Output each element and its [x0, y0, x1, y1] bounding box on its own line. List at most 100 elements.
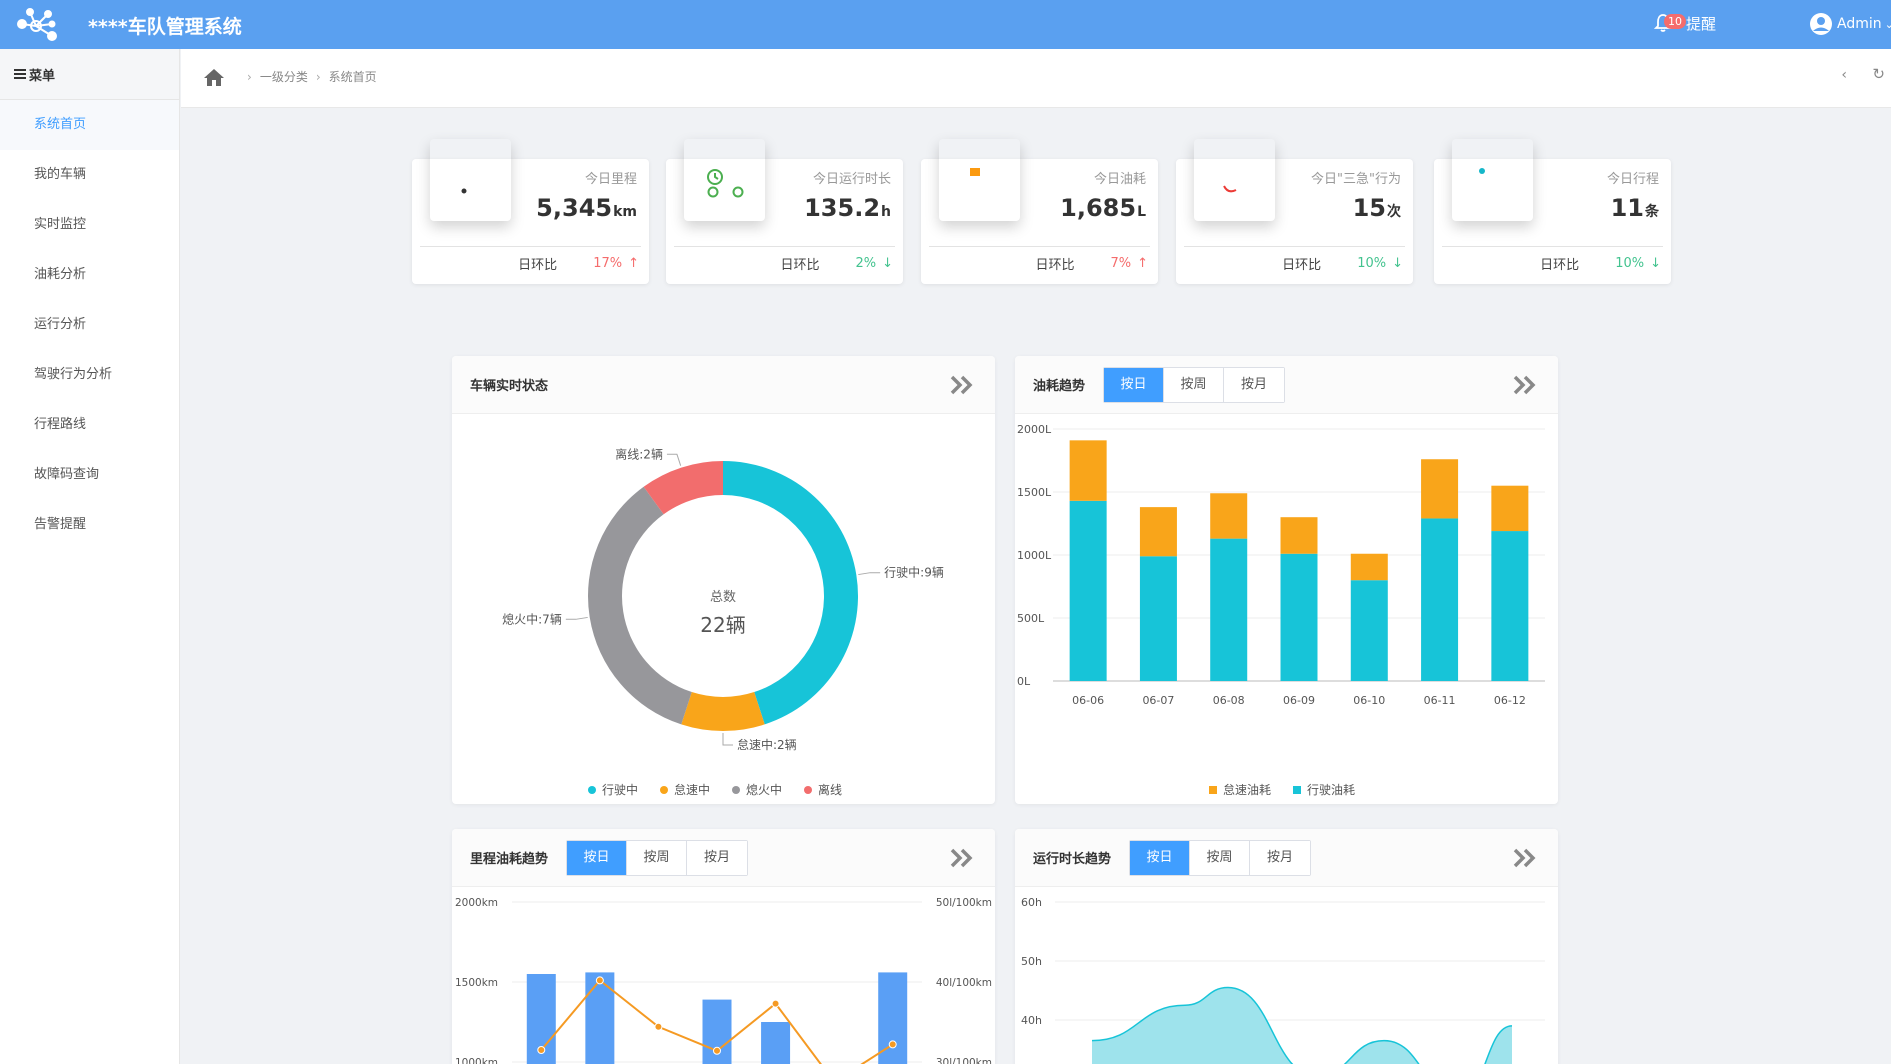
home-icon[interactable] [203, 68, 225, 87]
donut-legend: 行驶中 怠速中 熄火中 离线 [588, 781, 842, 798]
breadcrumb-item[interactable]: 一级分类 [259, 70, 308, 84]
fuel-trend-chart: 0L 500L 1000L 1500L 2000L 06-06 06-07 06-08 06-0… [1017, 423, 1545, 707]
fuel-rate-point [654, 1022, 663, 1031]
stat-label: 今日油耗 [1093, 172, 1146, 187]
double-chevron-right-icon[interactable] [1512, 847, 1538, 869]
y-tick-label: 2000L [1017, 423, 1052, 436]
bar-driving-fuel [1280, 553, 1318, 681]
app-title: ****车队管理系统 [88, 16, 242, 38]
donut-slice [588, 486, 692, 725]
breadcrumb: › 一级分类 › 系统首页 [247, 68, 377, 85]
user-avatar-icon [1810, 13, 1832, 35]
stat-card-fuel: 今日油耗 1,685L 日环比 7% ↑ [921, 159, 1158, 284]
legend-item: 离线 [804, 781, 842, 798]
y-tick-label: 500L [1017, 612, 1045, 625]
arrow-down-icon: ↓ [1392, 256, 1403, 271]
period-toggle: 按日 按周 按月 [566, 839, 749, 876]
stat-label: 今日"三急"行为 [1311, 172, 1401, 187]
bar-driving-fuel [1491, 531, 1529, 681]
stat-compare: 日环比 10% ↓ [1540, 256, 1661, 273]
tab-by-month[interactable]: 按月 [687, 840, 748, 875]
legend-item: 怠速中 [660, 781, 710, 798]
stat-value: 11条 [1610, 194, 1659, 222]
tab-by-month[interactable]: 按月 [1250, 840, 1311, 875]
double-chevron-right-icon[interactable] [949, 374, 975, 396]
bar-driving-fuel [1210, 538, 1248, 681]
donut-slice [681, 692, 765, 731]
donut-label-line [858, 572, 881, 576]
route-icon [1452, 139, 1533, 221]
refresh-icon[interactable]: ↻ [1872, 65, 1885, 83]
donut-center-label: 总数 [710, 590, 736, 605]
donut-label-line [722, 733, 733, 746]
donut-label: 熄火中:7辆 [502, 611, 562, 626]
sidebar-item-my-vehicles[interactable]: 我的车辆 [34, 167, 87, 182]
sidebar-item-driving-behavior[interactable]: 驾驶行为分析 [34, 367, 113, 382]
y-right-tick-label: 50l/100km [936, 897, 992, 909]
bar-idle-fuel [1491, 485, 1529, 532]
chevron-right-icon: › [247, 69, 252, 84]
x-tick-label: 06-10 [1353, 694, 1385, 707]
panel-title: 油耗趋势 [1033, 379, 1086, 394]
double-chevron-right-icon[interactable] [949, 847, 975, 869]
stat-card-trips: 今日行程 11条 日环比 10% ↓ [1434, 159, 1671, 284]
legend-item: 行驶中 [588, 781, 638, 798]
y-tick-label: 1500L [1017, 486, 1052, 499]
panel-title: 里程油耗趋势 [470, 852, 549, 867]
stat-label: 今日运行时长 [812, 172, 891, 187]
y-tick-label: 50h [1021, 955, 1042, 968]
tab-by-day[interactable]: 按日 [567, 840, 628, 875]
donut-label: 行驶中:9辆 [884, 565, 944, 580]
bar-idle-fuel [1350, 553, 1388, 581]
truck-clock-icon [684, 139, 765, 221]
chevron-left-icon[interactable]: ‹ [1841, 67, 1847, 83]
sidebar-item-operation-analysis[interactable]: 运行分析 [34, 317, 87, 332]
y-left-tick-label: 1500km [455, 977, 498, 989]
tab-by-day[interactable]: 按日 [1130, 840, 1191, 875]
x-tick-label: 06-07 [1142, 694, 1174, 707]
tab-by-week[interactable]: 按周 [627, 840, 688, 875]
y-left-tick-label: 2000km [455, 897, 498, 909]
sidebar-item-live-monitor[interactable]: 实时监控 [34, 217, 87, 232]
stat-value: 5,345km [536, 194, 637, 222]
stat-compare: 日环比 17% ↑ [518, 256, 639, 273]
brake-pedal-icon [1194, 139, 1275, 221]
double-chevron-right-icon[interactable] [1512, 374, 1538, 396]
bar-idle-fuel [1280, 517, 1318, 554]
mileage-fuel-chart: 1000km 1500km 2000km 30l/100km 40l/100km 50l/… [455, 897, 992, 1064]
user-menu[interactable]: Admin ⌄ [1809, 12, 1891, 36]
stat-card-harsh-behavior: 今日"三急"行为 15次 日环比 10% ↓ [1176, 159, 1413, 284]
fuel-pump-icon [939, 139, 1020, 221]
tab-by-week[interactable]: 按周 [1164, 367, 1225, 402]
fuel-trend-panel: 油耗趋势 按日 按周 按月 0L 500L 1000L 1500L 2000L 06-06… [1015, 356, 1558, 804]
period-toggle: 按日 按周 按月 [1129, 839, 1312, 876]
sidebar-item-fuel-analysis[interactable]: 油耗分析 [34, 267, 87, 282]
menu-title: 菜单 [29, 68, 56, 84]
sidebar-item-fault-codes[interactable]: 故障码查询 [34, 467, 100, 482]
runtime-trend-panel: 运行时长趋势 按日 按周 按月 30h40h50h60h [1015, 829, 1558, 1064]
top-bar: ****车队管理系统 10 提醒 Admin ⌄ [0, 0, 1891, 49]
runtime-area [1092, 987, 1512, 1064]
donut-slice [643, 461, 723, 515]
fuel-rate-point [888, 1040, 897, 1049]
menu-header[interactable]: 菜单 [0, 49, 179, 100]
x-tick-label: 06-06 [1072, 694, 1104, 707]
tab-by-day[interactable]: 按日 [1104, 367, 1165, 402]
sidebar-item-trip-routes[interactable]: 行程路线 [34, 417, 87, 432]
notifications-button[interactable]: 10 提醒 [1654, 9, 1716, 37]
truck-icon [430, 139, 511, 221]
tab-by-month[interactable]: 按月 [1224, 367, 1285, 402]
bar-driving-fuel [1421, 518, 1459, 681]
bar-driving-fuel [1350, 580, 1388, 681]
sidebar-item-alerts[interactable]: 告警提醒 [34, 517, 87, 532]
donut-label-line [565, 616, 588, 620]
sidebar-item-home[interactable]: 系统首页 [0, 100, 179, 150]
sidebar: 菜单 系统首页 我的车辆 实时监控 油耗分析 运行分析 驾驶行为分析 行程路线 … [0, 49, 180, 1064]
stat-card-runtime: 今日运行时长 135.2h 日环比 2% ↓ [666, 159, 903, 284]
arrow-down-icon: ↓ [882, 256, 893, 271]
arrow-up-icon: ↑ [628, 256, 639, 271]
notification-count-badge: 10 [1664, 13, 1686, 29]
arrow-up-icon: ↑ [1137, 256, 1148, 271]
fuel-rate-point [537, 1046, 546, 1054]
tab-by-week[interactable]: 按周 [1190, 840, 1251, 875]
